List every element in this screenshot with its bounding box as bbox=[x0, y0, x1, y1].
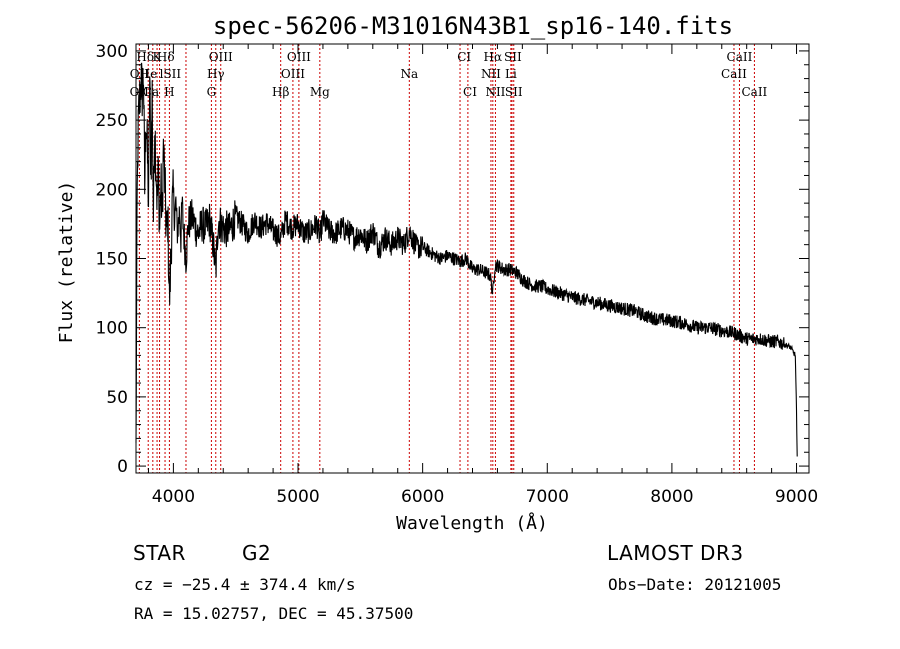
spectral-line-label: Hγ bbox=[207, 67, 225, 81]
y-tick-label: 50 bbox=[106, 388, 128, 408]
spectral-line-label: He bbox=[140, 67, 158, 81]
y-tick-label: 100 bbox=[96, 319, 128, 339]
spectral-line-label: Hβ bbox=[272, 85, 289, 99]
spectrum-series-line bbox=[135, 62, 798, 457]
x-tick-label: 4000 bbox=[152, 487, 195, 507]
chart-title: spec-56206-M31016N43B1_sp16-140.fits bbox=[213, 12, 733, 40]
spectral-line-label: OII bbox=[130, 67, 150, 81]
spectral-line-label: NII bbox=[481, 67, 501, 81]
x-tick-label: 9000 bbox=[775, 487, 818, 507]
sky-coordinates: RA = 15.02757, DEC = 45.37500 bbox=[134, 604, 414, 623]
spectral-line-label: lSII bbox=[160, 67, 182, 81]
axis-ticks: 4000 5000 6000 7000 8000 9000 0 50 100 150 200 250 3… bbox=[96, 42, 819, 507]
spectral-line-label: NII bbox=[485, 85, 505, 99]
y-tick-label: 300 bbox=[96, 42, 128, 62]
x-tick-label: 5000 bbox=[276, 487, 319, 507]
spectral-line-label: OIII bbox=[209, 50, 233, 64]
y-tick-label: 250 bbox=[96, 111, 128, 131]
spectral-line-label: Na bbox=[400, 67, 418, 81]
spectral-line-label: Hδ bbox=[136, 50, 154, 64]
spectral-line-label: CI bbox=[463, 85, 477, 99]
x-axis-label: Wavelength (Å) bbox=[396, 512, 548, 534]
spectral-line-markers bbox=[138, 44, 755, 473]
x-tick-label: 7000 bbox=[526, 487, 569, 507]
spectral-line-label: SII bbox=[504, 50, 522, 64]
y-tick-label: 150 bbox=[96, 250, 128, 270]
spectral-line-label: CaII bbox=[727, 50, 753, 64]
y-axis-label: Flux (relative) bbox=[56, 181, 77, 344]
plot-frame bbox=[135, 43, 810, 474]
object-class: STAR bbox=[133, 541, 186, 565]
spectral-line-label: SII bbox=[505, 85, 523, 99]
spectral-line-label: CaII bbox=[741, 85, 767, 99]
spectral-line-label: Hδ bbox=[157, 50, 175, 64]
y-tick-label: 200 bbox=[96, 180, 128, 200]
spectral-line-label: Ca bbox=[143, 85, 159, 99]
spectral-line-label: G bbox=[207, 85, 217, 99]
spectral-line-label: H bbox=[164, 85, 174, 99]
spectral-line-label: CaII bbox=[721, 67, 747, 81]
spectral-line-label: Li bbox=[505, 67, 517, 81]
observation-date: Obs−Date: 20121005 bbox=[608, 575, 782, 594]
object-subclass: G2 bbox=[242, 541, 272, 565]
spectral-line-label: K bbox=[152, 50, 162, 64]
x-tick-label: 8000 bbox=[650, 487, 693, 507]
spectral-line-label: Hα bbox=[484, 50, 503, 64]
redshift-velocity: cz = −25.4 ± 374.4 km/s bbox=[134, 575, 356, 594]
spectral-line-label: CI bbox=[457, 50, 471, 64]
spectral-line-label: OIII bbox=[287, 50, 311, 64]
spectral-line-label: Mg bbox=[310, 85, 330, 99]
y-tick-label: 0 bbox=[117, 457, 128, 477]
spectral-line-label: OIII bbox=[281, 67, 305, 81]
survey-name: LAMOST DR3 bbox=[607, 541, 744, 565]
x-tick-label: 6000 bbox=[401, 487, 444, 507]
